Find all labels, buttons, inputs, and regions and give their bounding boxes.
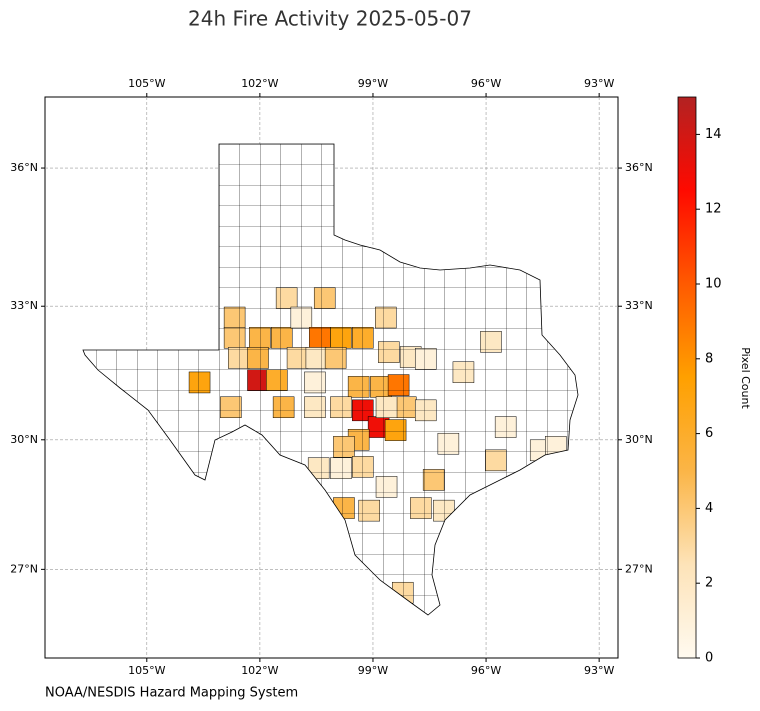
- source-note: NOAA/NESDIS Hazard Mapping System: [45, 686, 298, 701]
- colorbar-label: Pixel Count: [739, 347, 752, 409]
- y-tick-label: 30°N: [625, 433, 653, 446]
- x-tick-label: 99°W: [358, 664, 388, 677]
- x-tick-label: 99°W: [358, 77, 388, 90]
- x-tick-label: 102°W: [241, 77, 278, 90]
- y-tick-label: 33°N: [10, 299, 38, 312]
- y-tick-label: 36°N: [625, 161, 653, 174]
- colorbar-tick-label: 10: [705, 277, 722, 292]
- x-tick-label: 96°W: [471, 77, 501, 90]
- colorbar-tick-label: 6: [705, 426, 713, 441]
- colorbar-tick-label: 2: [705, 576, 713, 591]
- colorbar: [677, 96, 697, 659]
- x-tick-label: 102°W: [241, 664, 278, 677]
- y-tick-label: 33°N: [625, 299, 653, 312]
- x-tick-label: 93°W: [584, 664, 614, 677]
- chart-title: 24h Fire Activity 2025-05-07: [188, 7, 472, 31]
- colorbar-tick-label: 4: [705, 501, 713, 516]
- y-tick-label: 27°N: [10, 562, 38, 575]
- x-tick-label: 105°W: [128, 664, 165, 677]
- y-tick-label: 36°N: [10, 161, 38, 174]
- x-tick-label: 96°W: [471, 664, 501, 677]
- colorbar-tick-label: 12: [705, 202, 722, 217]
- y-tick-label: 30°N: [10, 433, 38, 446]
- colorbar-tick-label: 0: [705, 651, 713, 666]
- y-tick-label: 27°N: [625, 562, 653, 575]
- x-tick-label: 93°W: [584, 77, 614, 90]
- colorbar-tick-label: 14: [705, 127, 722, 142]
- colorbar-tick-label: 8: [705, 351, 713, 366]
- x-tick-label: 105°W: [128, 77, 165, 90]
